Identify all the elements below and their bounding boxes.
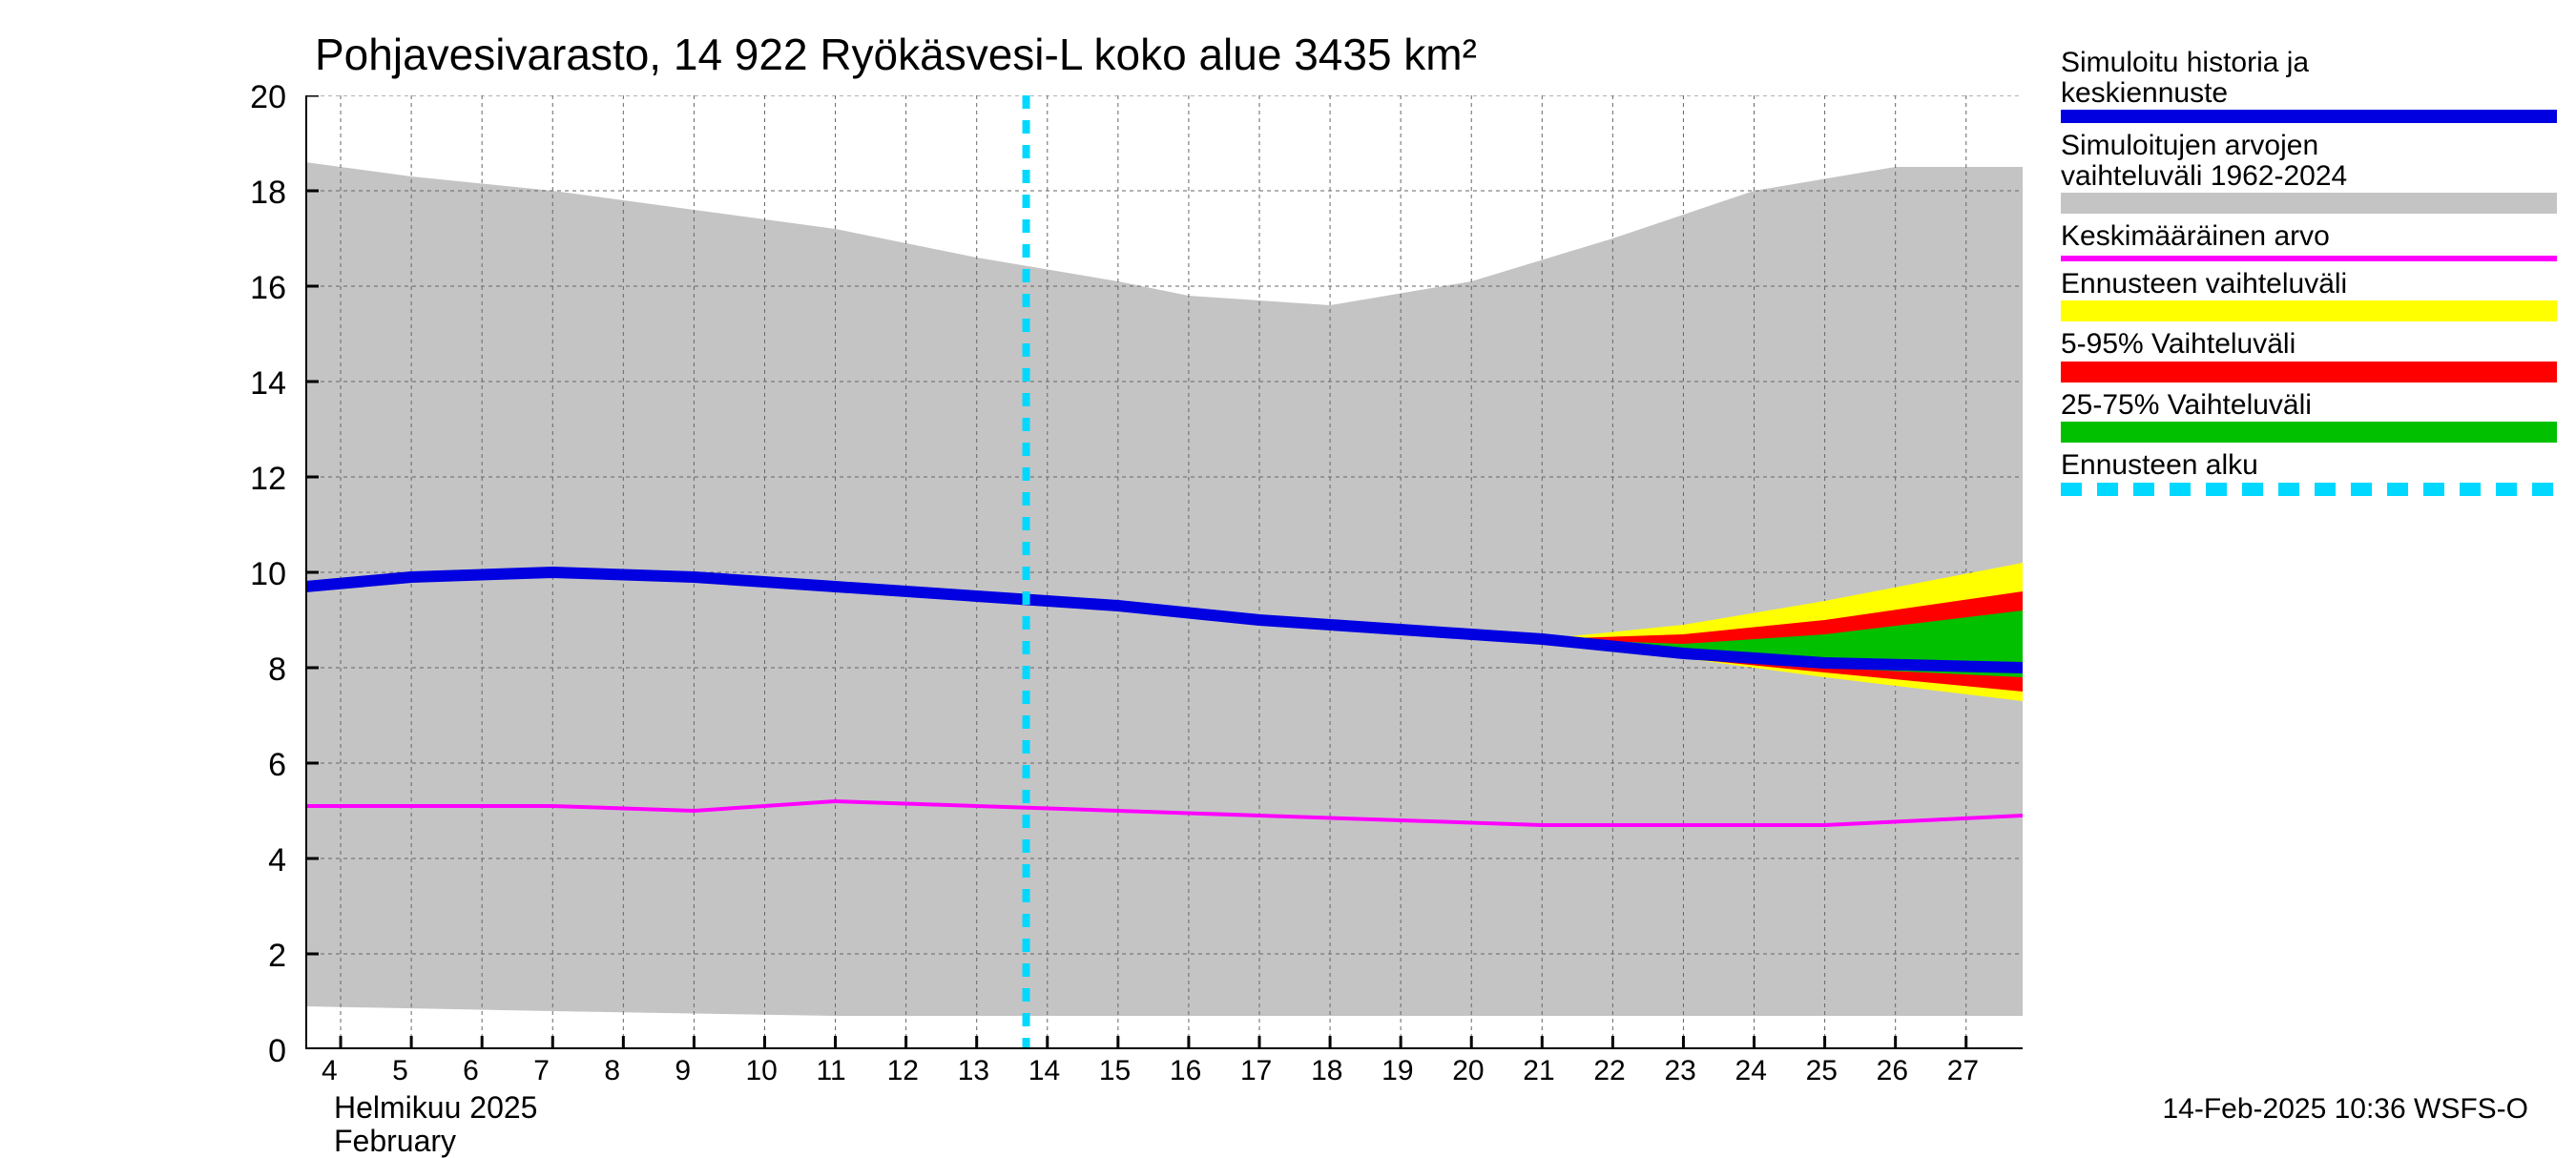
y-tick-label: 6 <box>191 747 286 784</box>
x-tick-label: 17 <box>1240 1055 1272 1087</box>
x-tick-label: 14 <box>1028 1055 1060 1087</box>
legend-item: Simuloitu historia ja keskiennuste <box>2061 48 2557 123</box>
y-tick-label: 18 <box>191 175 286 212</box>
x-tick-label: 22 <box>1593 1055 1625 1087</box>
x-tick-label: 19 <box>1381 1055 1413 1087</box>
x-axis-label-en: February <box>334 1125 537 1158</box>
x-tick-label: 12 <box>887 1055 919 1087</box>
x-tick-label: 16 <box>1170 1055 1201 1087</box>
x-axis-label: Helmikuu 2025 February <box>334 1091 537 1158</box>
legend-swatch <box>2061 256 2557 261</box>
legend-item: Ennusteen alku <box>2061 450 2557 496</box>
x-tick-label: 21 <box>1523 1055 1554 1087</box>
legend-label: Simuloitujen arvojen vaihteluväli 1962-2… <box>2061 131 2557 191</box>
x-tick-label: 25 <box>1806 1055 1838 1087</box>
legend-label: Ennusteen vaihteluväli <box>2061 269 2557 300</box>
legend-item: Keskimääräinen arvo <box>2061 221 2557 261</box>
legend-item: Simuloitujen arvojen vaihteluväli 1962-2… <box>2061 131 2557 214</box>
legend-label: Keskimääräinen arvo <box>2061 221 2557 252</box>
legend-swatch <box>2061 110 2557 123</box>
x-tick-label: 7 <box>533 1055 550 1087</box>
x-tick-label: 18 <box>1311 1055 1342 1087</box>
x-tick-label: 6 <box>463 1055 479 1087</box>
legend-label: Ennusteen alku <box>2061 450 2557 481</box>
legend-swatch <box>2061 193 2557 214</box>
x-tick-label: 20 <box>1452 1055 1484 1087</box>
legend-item: Ennusteen vaihteluväli <box>2061 269 2557 322</box>
x-tick-label: 27 <box>1947 1055 1979 1087</box>
legend-item: 25-75% Vaihteluväli <box>2061 390 2557 444</box>
legend-swatch <box>2061 362 2557 383</box>
x-tick-label: 8 <box>604 1055 620 1087</box>
legend-label: 25-75% Vaihteluväli <box>2061 390 2557 421</box>
y-tick-label: 12 <box>191 461 286 498</box>
y-tick-label: 14 <box>191 365 286 403</box>
footer-timestamp: 14-Feb-2025 10:36 WSFS-O <box>2162 1093 2528 1126</box>
x-tick-label: 26 <box>1877 1055 1908 1087</box>
legend-label: 5-95% Vaihteluväli <box>2061 329 2557 360</box>
legend-swatch <box>2061 483 2557 496</box>
x-tick-label: 4 <box>322 1055 338 1087</box>
x-tick-label: 24 <box>1735 1055 1767 1087</box>
legend-swatch <box>2061 422 2557 443</box>
legend-label: Simuloitu historia ja keskiennuste <box>2061 48 2557 108</box>
x-tick-label: 13 <box>958 1055 989 1087</box>
chart-title: Pohjavesivarasto, 14 922 Ryökäsvesi-L ko… <box>315 29 1477 80</box>
y-tick-label: 16 <box>191 270 286 307</box>
y-tick-label: 2 <box>191 938 286 975</box>
x-tick-label: 15 <box>1099 1055 1131 1087</box>
chart-page: Pohjavesivarasto / Groundwater storage m… <box>0 0 2576 1145</box>
chart-plot-area <box>305 95 2023 1049</box>
x-tick-label: 9 <box>675 1055 691 1087</box>
x-axis-label-fi: Helmikuu 2025 <box>334 1091 537 1125</box>
x-tick-label: 23 <box>1664 1055 1695 1087</box>
y-tick-label: 4 <box>191 842 286 879</box>
legend-swatch <box>2061 300 2557 321</box>
x-tick-label: 5 <box>392 1055 408 1087</box>
y-tick-label: 10 <box>191 556 286 593</box>
legend-item: 5-95% Vaihteluväli <box>2061 329 2557 383</box>
y-tick-label: 0 <box>191 1033 286 1070</box>
x-tick-label: 11 <box>817 1055 846 1087</box>
legend: Simuloitu historia ja keskiennuste Simulo… <box>2061 48 2557 504</box>
y-tick-label: 20 <box>191 79 286 116</box>
x-tick-label: 10 <box>745 1055 777 1087</box>
y-tick-label: 8 <box>191 651 286 689</box>
